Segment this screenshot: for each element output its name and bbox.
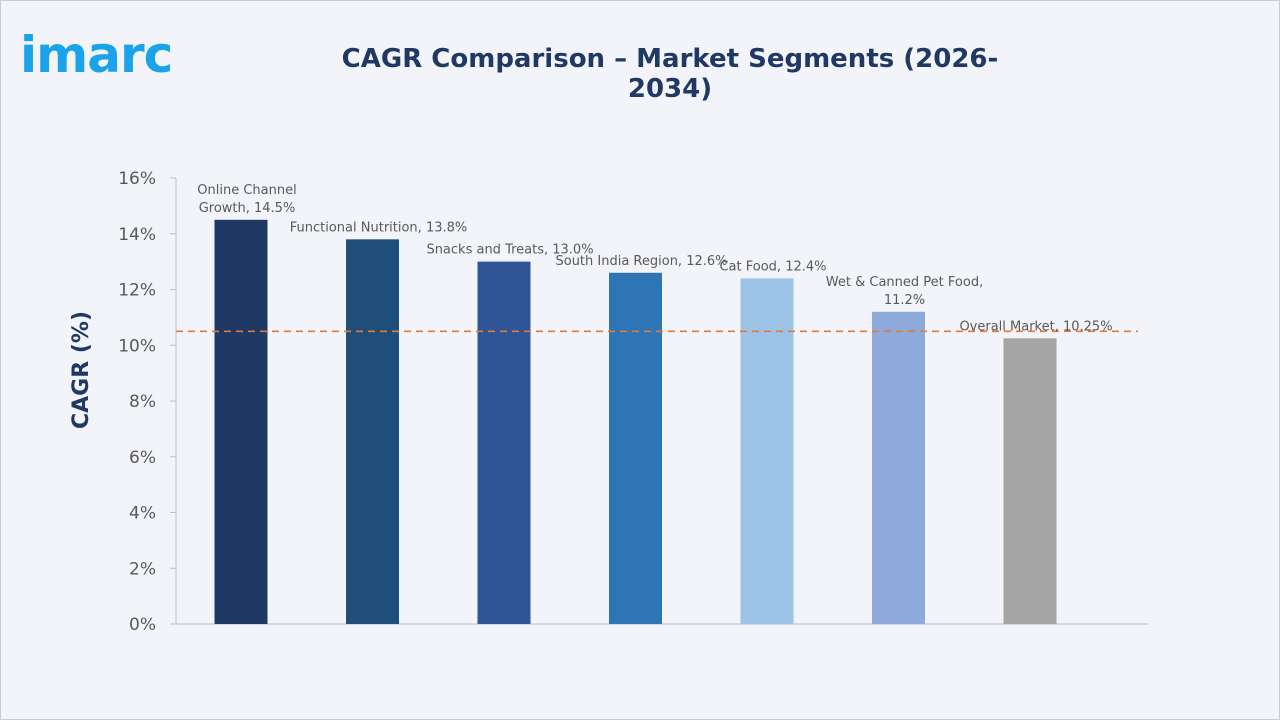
bar — [214, 219, 268, 624]
bar — [346, 239, 399, 624]
y-tick-label: 8% — [129, 392, 156, 412]
y-tick-label: 6% — [129, 448, 156, 468]
y-tick-label: 0% — [129, 615, 156, 635]
y-tick-label: 2% — [129, 559, 156, 579]
bar — [740, 278, 794, 624]
y-axis-ticks: 0% 2% 4% 6% 8% 10% 12% 14% 16% — [118, 169, 176, 635]
bars — [214, 219, 1057, 624]
y-tick-label: 10% — [118, 336, 156, 356]
data-label: Online Channel Growth, 14.5% — [197, 183, 296, 216]
y-axis-label: CAGR (%) — [69, 311, 94, 429]
y-tick-label: 16% — [118, 169, 156, 189]
bar — [609, 272, 662, 624]
bar — [477, 261, 531, 624]
data-labels: Online Channel Growth, 14.5% Functional Nu… — [197, 183, 1112, 334]
data-label: Wet & Canned Pet Food, 11.2% — [826, 275, 983, 308]
bar — [1003, 338, 1057, 624]
data-label: Functional Nutrition, 13.8% — [290, 220, 468, 235]
bar — [872, 311, 925, 624]
data-label: Cat Food, 12.4% — [719, 259, 826, 274]
chart-title: CAGR Comparison – Market Segments (2026-… — [341, 44, 999, 104]
y-tick-label: 14% — [118, 225, 156, 245]
y-tick-label: 12% — [118, 281, 156, 301]
data-label: Overall Market, 10.25% — [959, 319, 1112, 334]
imarc-logo: imarc — [20, 26, 173, 84]
data-label: Snacks and Treats, 13.0% — [426, 243, 593, 258]
data-label: South India Region, 12.6% — [555, 254, 727, 269]
y-tick-label: 4% — [129, 504, 156, 524]
